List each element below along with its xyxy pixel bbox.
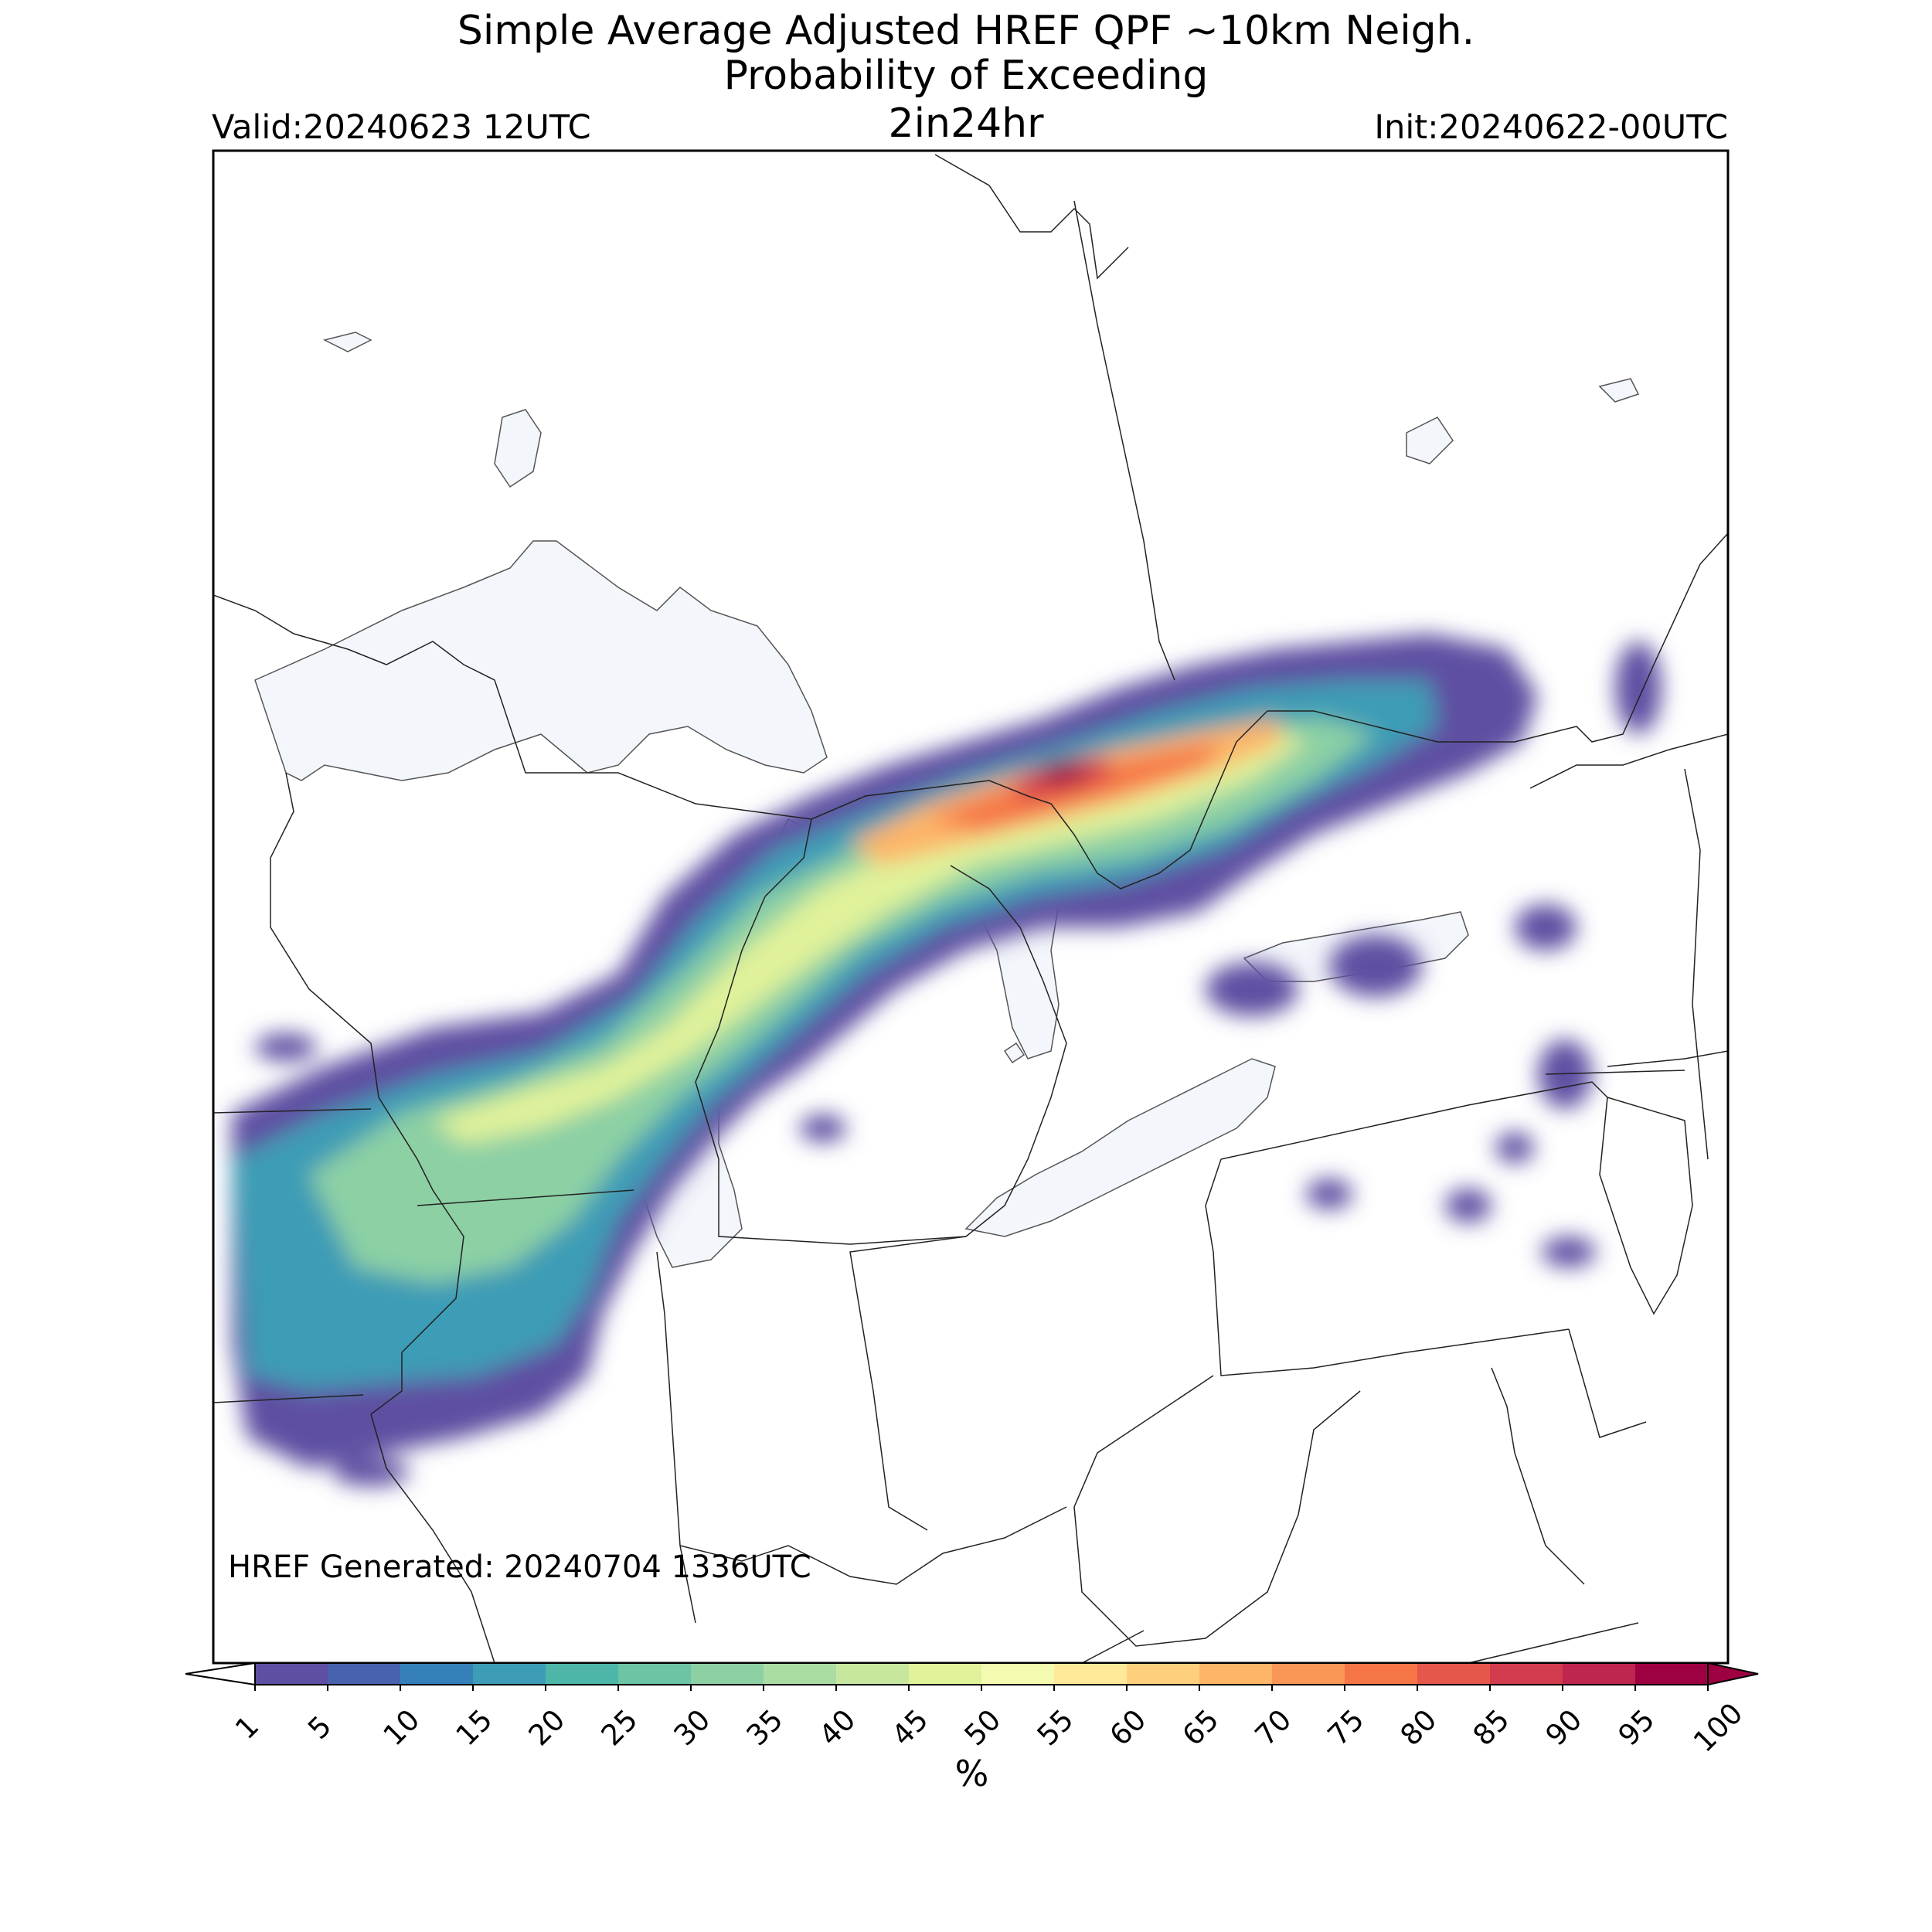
pa-south-line [1205,1158,1570,1376]
colorbar-segment [1199,1663,1273,1685]
ohio-border [849,1236,967,1531]
michigan-lower [695,818,1067,1245]
colorbar-segment [473,1663,546,1685]
colorbar-segment [1490,1663,1563,1685]
lake-small-1 [322,332,372,352]
illinois-west [370,1413,495,1663]
colorbar-segment [618,1663,692,1685]
ma-line [1607,1050,1728,1067]
lake-superior [254,540,828,781]
colorbar-under-extension [185,1662,256,1686]
ny-vt-line [1529,733,1728,789]
virginia-south [1081,1622,1639,1663]
chart-title-threshold: 2in24hr [888,100,1044,147]
colorbar-label: % [954,1753,989,1794]
hudson-bay-coast [934,154,1129,280]
generated-timestamp: HREF Generated: 20240704 1336UTC [228,1549,811,1585]
me-nh-line [1684,768,1709,1160]
colorbar-segment [1563,1663,1636,1685]
probability-field [232,634,1662,1486]
chart-title-line1: Simple Average Adjusted HREF QPF ~10km N… [457,8,1475,54]
wisconsin-west [270,772,464,1415]
colorbar-segment [400,1663,474,1685]
init-time-label: Init:20240622-00UTC [1374,108,1728,147]
boundaries [213,154,1728,1663]
md-de-line [1568,1328,1647,1438]
missouri-north [213,1394,364,1403]
colorbar-segment [546,1663,619,1685]
colorbar-segment [1054,1663,1128,1685]
indiana-border [656,1251,696,1624]
us-canada-border [213,532,1728,889]
map-area [213,151,1728,1663]
colorbar-segment [764,1663,837,1685]
nj-outline [1599,1097,1693,1315]
iowa-north-line [213,1108,372,1114]
chart-title-line2: Probability of Exceeding [723,53,1209,99]
quebec-ontario-line [1073,200,1175,681]
colorbar-segment [981,1663,1055,1685]
colorbar-segment [1272,1663,1345,1685]
lake-st-clair [1003,1042,1026,1064]
valid-time-label: Valid:20240623 12UTC [212,108,591,147]
colorbar-segment [1417,1663,1491,1685]
wi-il-line [417,1189,634,1206]
wv-border [1073,1375,1361,1647]
lake-small-2 [1406,417,1454,464]
ny-pa-line [1220,1081,1608,1160]
lake-erie [964,1058,1276,1237]
colorbar-segment [691,1663,764,1685]
colorbar-segment [1345,1663,1418,1685]
lake-nipigon [494,409,542,488]
colorbar-segment [1635,1663,1709,1685]
lake-small-3 [1598,378,1640,403]
colorbar-segment [255,1663,328,1685]
colorbar-segment [836,1663,910,1685]
colorbar [185,1662,1759,1691]
colorbar-over-extension [1707,1662,1759,1686]
colorbar-segment [1127,1663,1200,1685]
ky-river [679,1506,1067,1585]
ct-ri-line [1545,1070,1685,1075]
chesapeake [1491,1367,1585,1585]
colorbar-segment [328,1663,401,1685]
colorbar-segment [909,1663,982,1685]
